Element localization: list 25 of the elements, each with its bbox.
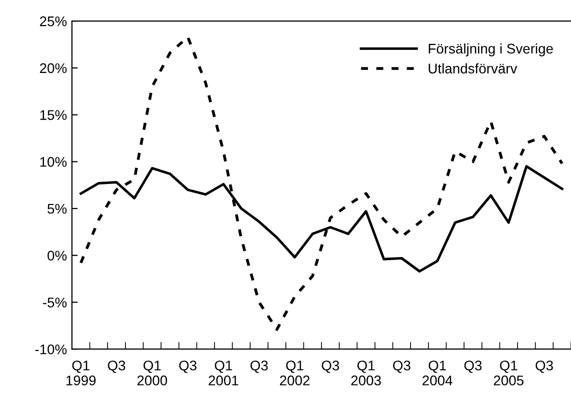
x-tick-label: Q1 2000 [137,360,168,386]
y-tick-label: -5% [43,298,67,308]
x-tick-label: Q1 2002 [280,360,310,386]
x-tick-label: Q1 2005 [494,360,524,386]
y-tick-label: -10% [35,344,67,354]
legend-label: Utlandsförvärv [428,63,518,74]
x-tick-label: Q3 [464,360,482,373]
x-tick-label: Q1 2001 [208,360,238,386]
y-tick-label: 20% [40,63,67,74]
y-tick-label: 5% [48,204,67,214]
x-tick-label: Q1 2003 [351,360,381,386]
x-tick-label: Q3 [322,360,340,373]
x-tick-label: Q3 [108,360,126,373]
y-tick-label: 25% [40,16,67,26]
legend-label: Försäljning i Sverige [428,43,553,56]
y-tick-label: 10% [40,156,67,167]
y-tick-label: 0% [48,250,67,261]
x-tick-label: Q1 2004 [422,360,452,386]
x-tick-label: Q3 [536,360,553,373]
line-series [79,36,564,331]
x-tick-label: Q3 [250,360,268,373]
x-tick-label: Q3 [179,360,196,373]
x-tick-label: Q1 1999 [66,360,96,386]
y-tick-label: 15% [40,110,67,120]
x-tick-label: Q3 [393,360,410,373]
